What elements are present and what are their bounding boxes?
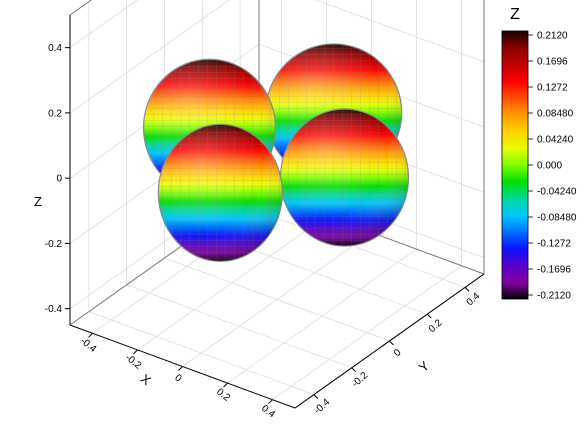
colorbar-labels: 0.2120 0.1696 0.1272 0.08480 0.04240 0.000 -0.… <box>528 31 577 302</box>
z-tick-label: -0.4 <box>45 304 63 315</box>
colorbar-tick-label: -0.04240 <box>537 187 577 198</box>
surface-lobes <box>142 43 410 262</box>
y-axis-tick <box>389 340 394 346</box>
x-tick-label: 0.4 <box>259 403 277 420</box>
floor-gridline <box>164 257 390 342</box>
surface-lobe <box>157 123 283 262</box>
colorbar-tick-label: 0.1696 <box>537 57 568 68</box>
z-tick-label: 0 <box>56 174 62 185</box>
colorbar-tick-label: -0.08480 <box>537 213 577 224</box>
colorbar-tick-label: 0.1272 <box>537 83 568 94</box>
z-tick-label: 0.4 <box>48 43 62 54</box>
left-wall-gridline <box>69 0 138 48</box>
back-wall-gridline <box>315 0 485 63</box>
x-axis-tick <box>133 349 138 355</box>
y-axis-tick <box>464 287 470 292</box>
x-axis-tick <box>268 399 273 405</box>
colorbar-scale <box>501 30 529 300</box>
left-wall-gridline <box>69 0 230 114</box>
colorbar-title: Z <box>510 6 520 23</box>
y-tick-label: -0.4 <box>312 397 332 417</box>
x-axis-tick <box>223 382 228 388</box>
y-tick-label: 0.4 <box>465 291 483 309</box>
z-axis-title: Z <box>34 194 42 209</box>
x-tick-label: 0 <box>172 372 184 384</box>
x-axis-tick <box>88 332 93 338</box>
x-tick-label: -0.4 <box>78 336 99 356</box>
x-tick-label: -0.2 <box>123 352 144 372</box>
y-axis-title: Y <box>416 358 433 375</box>
y-axis-tick <box>351 367 357 373</box>
y-axis-tick <box>313 394 319 399</box>
colorbar-tick-label: 0.2120 <box>537 31 568 42</box>
colorbar-tick-label: 0.000 <box>537 161 562 172</box>
z-tick-label: 0.2 <box>48 108 62 119</box>
x-axis-title: X <box>138 371 154 388</box>
floor-gridline <box>126 284 352 369</box>
y-tick-label: 0.2 <box>427 317 445 335</box>
floor-gridline <box>88 311 315 395</box>
surface-lobe <box>279 108 410 247</box>
colorbar-tick-label: 0.04240 <box>537 135 574 146</box>
y-tick-label: -0.2 <box>350 370 370 390</box>
colorbar-tick-label: 0.08480 <box>537 109 574 120</box>
colorbar-tick-label: -0.1696 <box>537 265 571 276</box>
z-tick-label: -0.2 <box>45 239 63 250</box>
colorbar: Z 0.2120 0.1696 0.1272 0.08480 0.04240 0.000 -… <box>501 6 577 302</box>
x-axis-tick <box>178 366 183 371</box>
x-tick-label: 0.2 <box>214 387 232 404</box>
y-axis-tick <box>426 313 432 319</box>
colorbar-tick-label: -0.1272 <box>537 239 571 250</box>
colorbar-tick-label: -0.2120 <box>537 291 571 302</box>
y-tick-label: 0 <box>392 347 404 359</box>
